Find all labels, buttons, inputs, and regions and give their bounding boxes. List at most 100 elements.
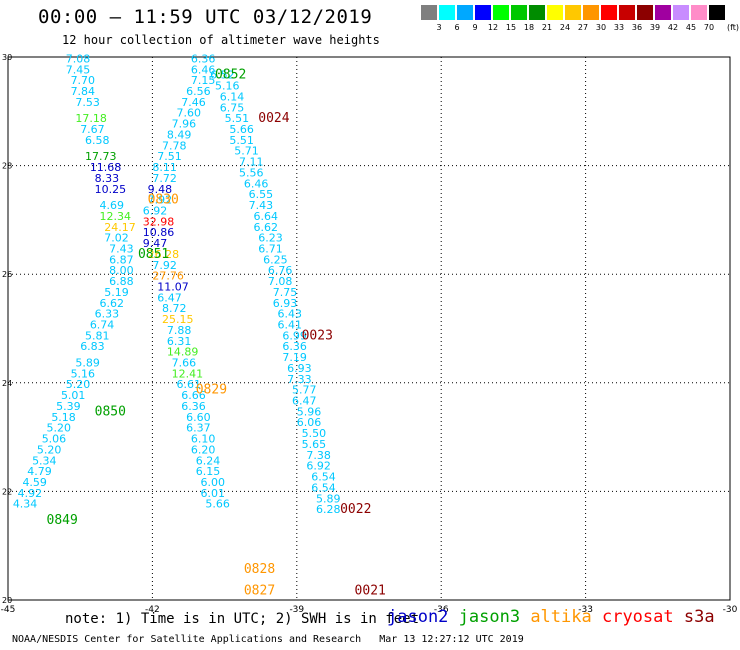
- wave-height-value: 12.41: [172, 367, 204, 380]
- wave-height-value: 6.54: [311, 471, 336, 484]
- wave-height-value: 5.77: [292, 384, 317, 397]
- wave-height-value: 6.06: [297, 416, 322, 429]
- y-tick-label: 28: [2, 162, 12, 171]
- legend-swatch: [655, 5, 671, 20]
- wave-height-value: 6.10: [191, 433, 216, 446]
- color-legend: 3 6 9 12 15 18 21 24 27 30 33 36 39 42 45 70 (ft): [421, 5, 739, 35]
- legend-swatch: [457, 5, 473, 20]
- wave-height-value: 17.18: [75, 112, 107, 125]
- legend-swatch: [529, 5, 545, 20]
- wave-height-value: 6.47: [292, 395, 317, 408]
- wave-height-value: 5.81: [85, 329, 110, 342]
- legend-label: 27: [577, 23, 589, 32]
- y-tick-label: 30: [2, 53, 12, 62]
- wave-height-value: 5.50: [302, 427, 327, 440]
- satellite-name-altika: altika: [530, 607, 602, 627]
- wave-height-value: 5.96: [297, 405, 322, 418]
- wave-height-value: 6.25: [263, 253, 288, 266]
- wave-height-value: 6.31: [167, 335, 192, 348]
- legend-swatch: [511, 5, 527, 20]
- wave-height-value: 5.19: [104, 286, 128, 299]
- x-tick-label: -36: [434, 605, 449, 615]
- map-frame: [7, 56, 731, 601]
- wave-height-value: 7.43: [109, 242, 134, 255]
- pass-time-label: 0830: [148, 193, 179, 208]
- wave-height-value: 6.00: [201, 476, 226, 489]
- x-tick-label: -42: [145, 605, 160, 615]
- wave-height-value: 5.39: [56, 400, 80, 413]
- legend-label: 24: [559, 23, 571, 32]
- wave-height-value: 17.73: [85, 150, 117, 163]
- x-tick-label: -45: [1, 605, 16, 615]
- wave-height-value: 6.41: [278, 319, 303, 332]
- legend-label: 39: [649, 23, 661, 32]
- wave-height-value: 7.38: [306, 449, 331, 462]
- wave-height-value: 11.68: [90, 161, 122, 174]
- wave-height-value: 6.60: [186, 411, 211, 424]
- wave-height-value: 6.33: [95, 308, 120, 321]
- wave-height-value: 6.37: [186, 422, 211, 435]
- wave-height-value: 7.11: [239, 156, 263, 169]
- wave-height-value: 7.08: [268, 275, 293, 288]
- legend-label: 42: [667, 23, 679, 32]
- legend-label: 33: [613, 23, 625, 32]
- wave-height-value: 7.96: [172, 118, 197, 131]
- wave-height-value: 6.46: [191, 63, 216, 76]
- pass-time-label: 0024: [258, 111, 289, 126]
- wave-height-value: 7.33: [287, 373, 312, 386]
- wave-height-value: 8.72: [162, 302, 187, 315]
- chart-title: 00:00 – 11:59 UTC 03/12/2019: [38, 6, 373, 28]
- pass-time-label: 0852: [215, 68, 246, 83]
- wave-height-value: 5.16: [215, 80, 240, 93]
- wave-height-value: 6.56: [186, 85, 211, 98]
- wave-height-value: 10.25: [95, 183, 127, 196]
- legend-label: 9: [472, 23, 478, 32]
- wave-height-value: 7.84: [71, 85, 96, 98]
- wave-height-value: 6.15: [196, 465, 221, 478]
- wave-height-value: 5.56: [239, 166, 263, 179]
- wave-height-value: 5.71: [234, 145, 259, 158]
- legend-label: 18: [523, 23, 535, 32]
- wave-height-value: 6.23: [258, 232, 283, 245]
- wave-height-value: 7.19: [282, 351, 307, 364]
- wave-height-value: 6.99: [282, 329, 307, 342]
- wave-height-value: 6.66: [181, 389, 206, 402]
- legend-swatch: [547, 5, 563, 20]
- wave-height-value: 7.88: [167, 324, 192, 337]
- y-tick-label: 24: [2, 379, 12, 388]
- legend-swatch: [619, 5, 635, 20]
- wave-height-value: 7.15: [191, 74, 216, 87]
- pass-time-label: 0828: [244, 562, 275, 577]
- wave-height-value: 6.28: [316, 503, 341, 516]
- legend-label: 12: [487, 23, 499, 32]
- legend-swatch: [583, 5, 599, 20]
- wave-height-value: 5.20: [47, 422, 72, 435]
- wave-height-value: 7.53: [75, 96, 100, 109]
- wave-height-value: 5.18: [51, 411, 76, 424]
- satellite-key: jason2 jason3 altika cryosat s3a: [387, 607, 715, 627]
- wave-height-value: 7.75: [273, 286, 298, 299]
- pass-time-label: 0827: [244, 584, 275, 599]
- wave-height-value: 6.92: [306, 460, 331, 473]
- wave-height-value: 7.66: [172, 357, 197, 370]
- wave-height-value: 5.89: [75, 357, 100, 370]
- wave-height-value: 4.69: [99, 199, 124, 212]
- legend-label: 21: [541, 23, 553, 32]
- wave-height-value: 6.83: [80, 340, 105, 353]
- wave-height-value: 6.74: [90, 319, 115, 332]
- wave-height-value: 5.51: [225, 112, 250, 125]
- legend-label: 70: [703, 23, 715, 32]
- wave-height-value: 6.43: [278, 308, 303, 321]
- pass-time-label: 0023: [302, 328, 333, 343]
- wave-height-value: 6.75: [220, 101, 245, 114]
- wave-height-value: 7.46: [181, 96, 206, 109]
- pass-time-label: 0021: [355, 584, 386, 599]
- wave-height-value: 6.36: [282, 340, 307, 353]
- wave-height-value: 5.34: [32, 454, 57, 467]
- legend-label: 30: [595, 23, 607, 32]
- pass-time-label: 0851: [138, 247, 169, 262]
- wave-height-value: 9.47: [143, 237, 168, 250]
- wave-height-value: 7.51: [157, 150, 182, 163]
- wave-height-value: 24.17: [104, 221, 135, 234]
- legend-label: 45: [685, 23, 697, 32]
